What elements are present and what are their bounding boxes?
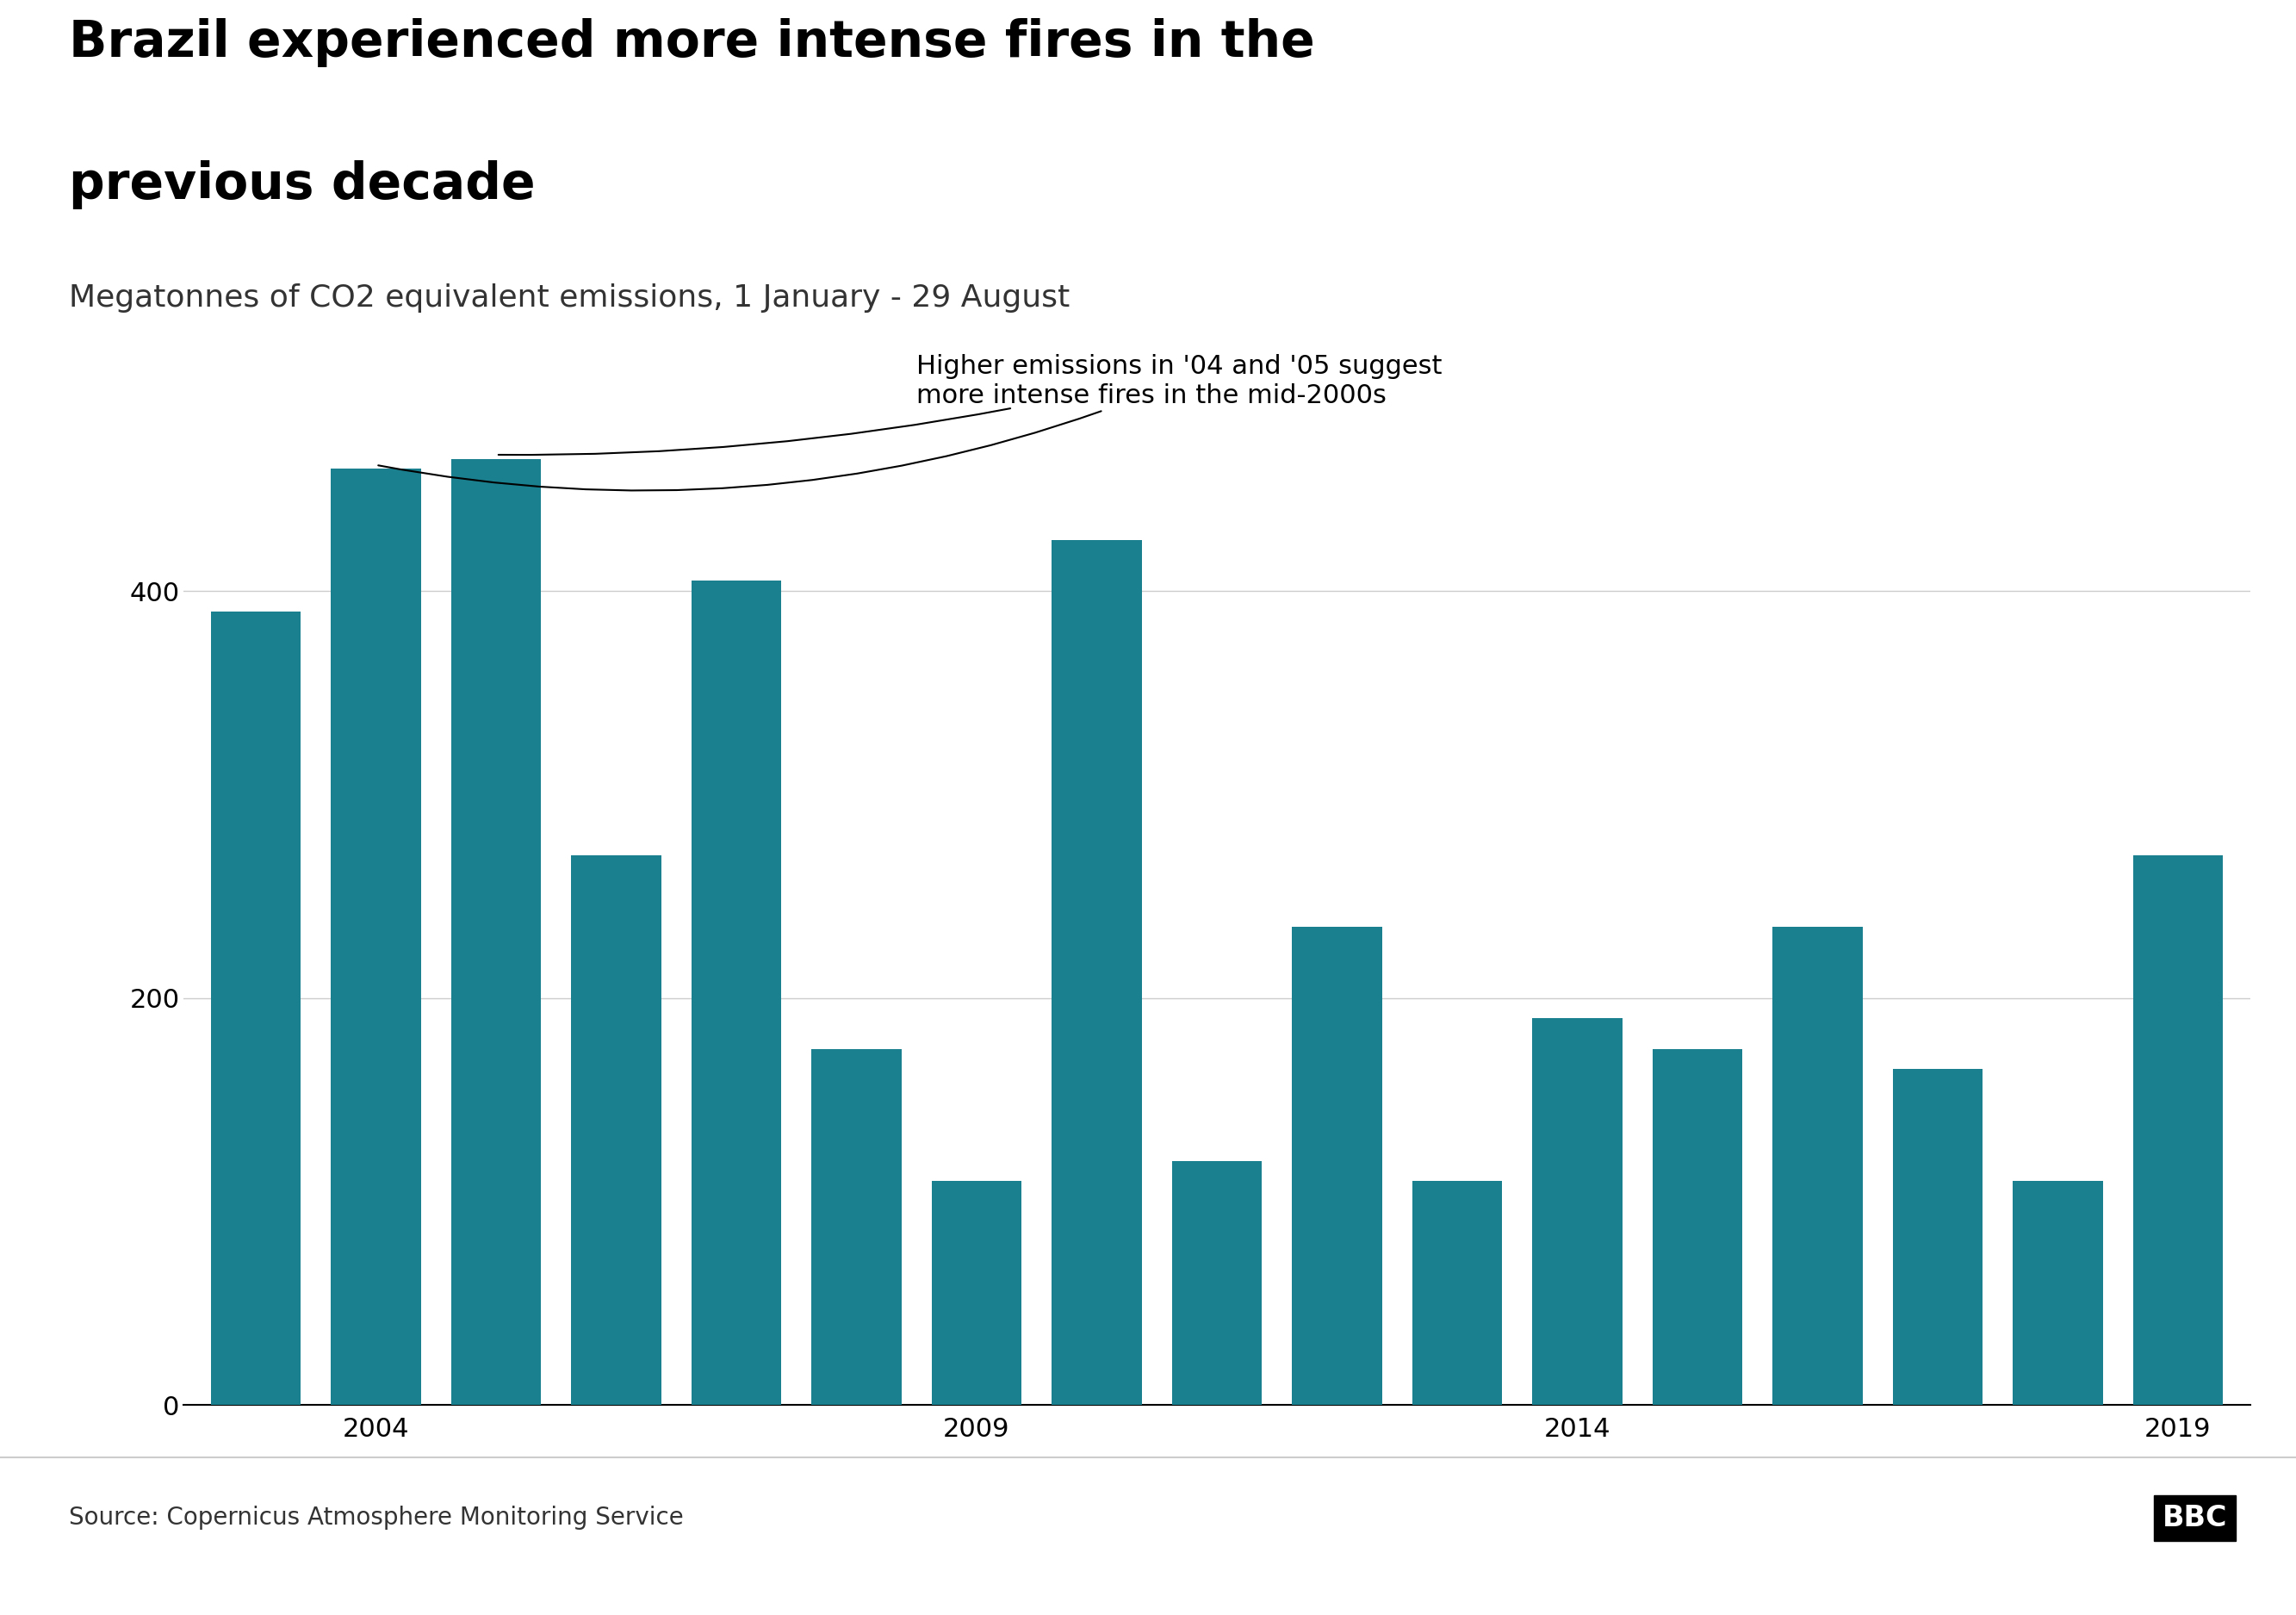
- Text: previous decade: previous decade: [69, 160, 535, 208]
- Bar: [1773, 927, 1862, 1405]
- Text: BBC: BBC: [2163, 1504, 2227, 1533]
- Bar: [1293, 927, 1382, 1405]
- Bar: [932, 1181, 1022, 1405]
- Bar: [211, 612, 301, 1405]
- Text: Higher emissions in '04 and '05 suggest
more intense fires in the mid-2000s: Higher emissions in '04 and '05 suggest …: [379, 354, 1442, 491]
- Text: Brazil experienced more intense fires in the: Brazil experienced more intense fires in…: [69, 18, 1316, 66]
- Bar: [1052, 539, 1141, 1405]
- Bar: [1531, 1019, 1623, 1405]
- Bar: [810, 1050, 902, 1405]
- Bar: [331, 468, 420, 1405]
- Text: Megatonnes of CO2 equivalent emissions, 1 January - 29 August: Megatonnes of CO2 equivalent emissions, …: [69, 283, 1070, 313]
- Bar: [1171, 1161, 1263, 1405]
- Bar: [1892, 1069, 1984, 1405]
- Bar: [1412, 1181, 1502, 1405]
- Bar: [691, 581, 781, 1405]
- Text: Source: Copernicus Atmosphere Monitoring Service: Source: Copernicus Atmosphere Monitoring…: [69, 1507, 684, 1529]
- Bar: [2014, 1181, 2103, 1405]
- Bar: [450, 459, 542, 1405]
- Bar: [572, 856, 661, 1405]
- Bar: [2133, 856, 2223, 1405]
- Bar: [1653, 1050, 1743, 1405]
